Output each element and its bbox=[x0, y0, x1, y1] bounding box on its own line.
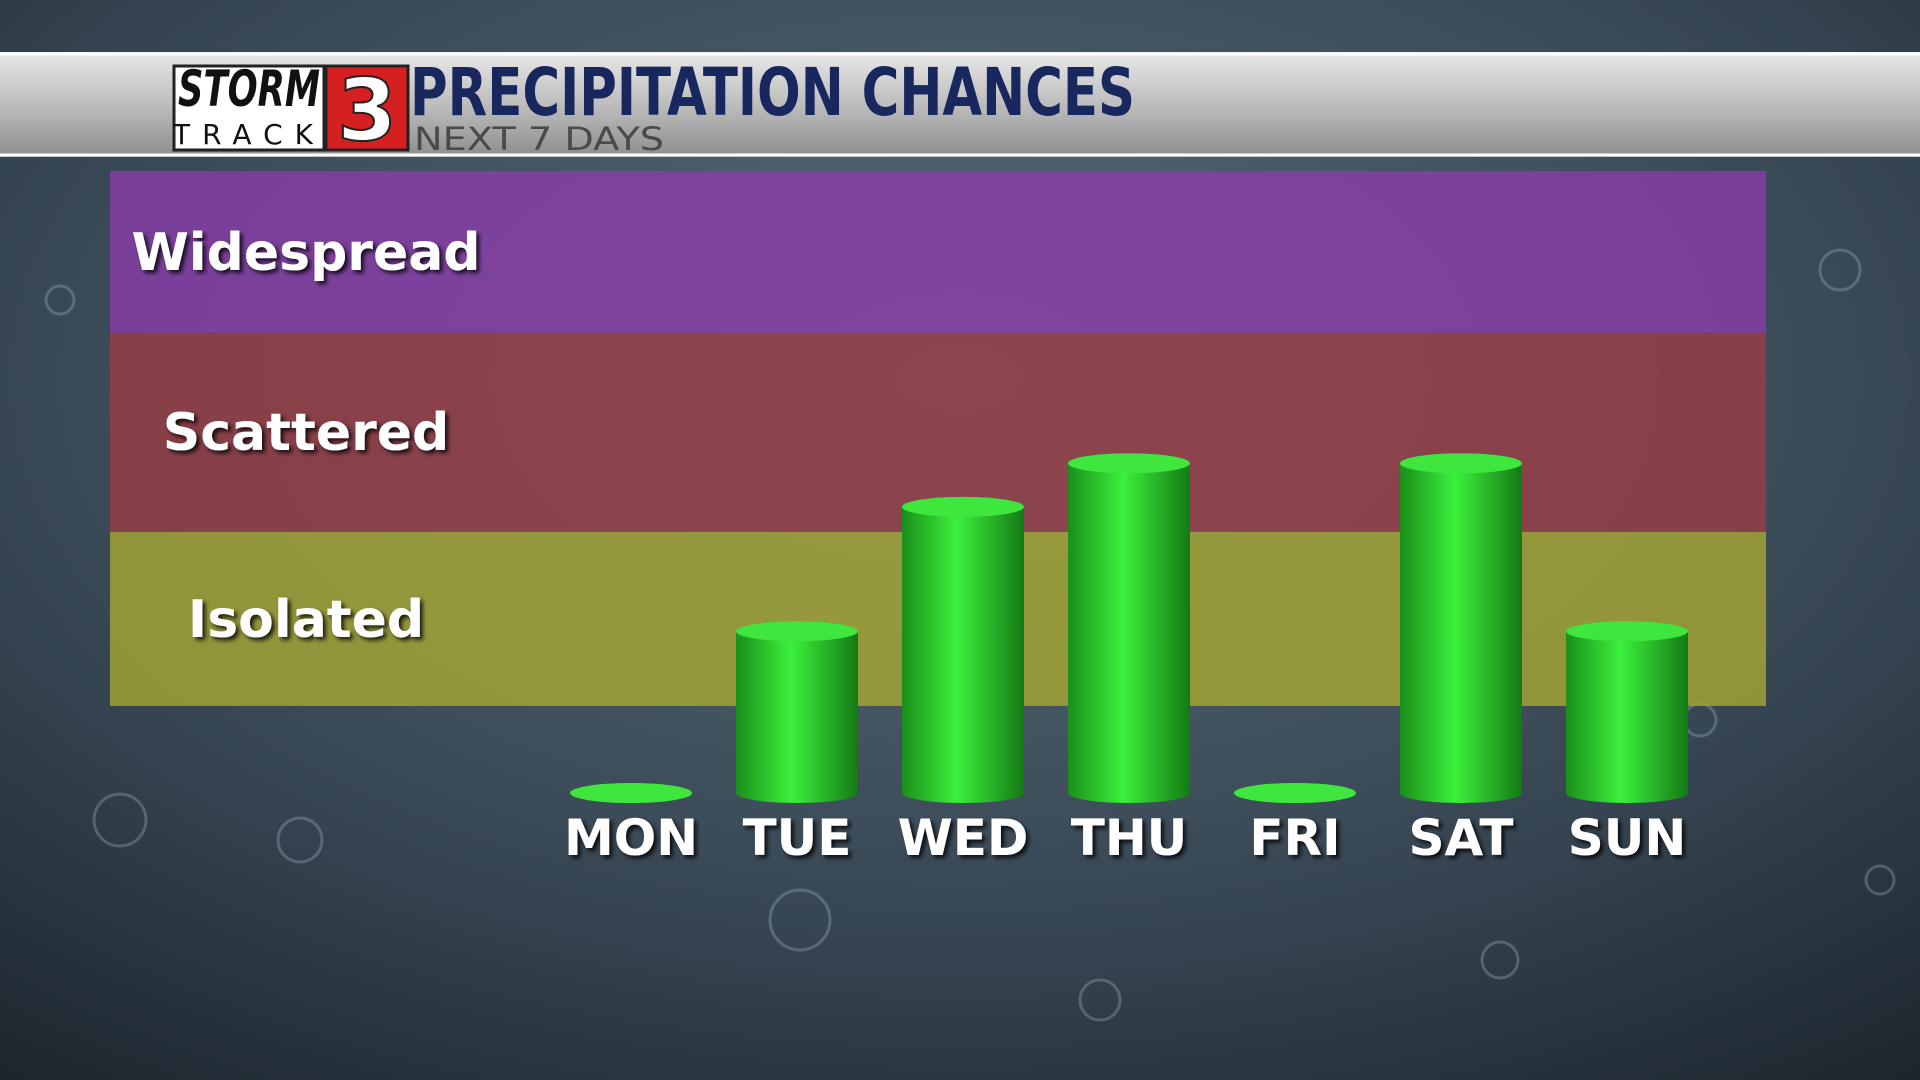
logo-track: TRACK bbox=[172, 118, 325, 151]
bar-cap bbox=[736, 621, 858, 642]
bar bbox=[902, 496, 1024, 803]
bar bbox=[1400, 453, 1522, 803]
x-tick-label: FRI bbox=[1249, 809, 1340, 867]
bar-cap bbox=[570, 783, 692, 803]
bar-cap bbox=[1068, 453, 1190, 474]
x-tick-label: SAT bbox=[1409, 809, 1514, 867]
band-label: Isolated bbox=[188, 590, 424, 650]
raindrops bbox=[44, 248, 1896, 1022]
bar-cap bbox=[902, 496, 1024, 517]
x-tick-label: TUE bbox=[743, 809, 852, 867]
bar bbox=[1068, 453, 1190, 803]
logo-number: 3 bbox=[337, 61, 397, 161]
x-tick-label: WED bbox=[898, 809, 1029, 867]
band-label: Widespread bbox=[131, 223, 480, 283]
bar-cap bbox=[1400, 453, 1522, 474]
bar-cap bbox=[1234, 783, 1356, 803]
band-label: Scattered bbox=[163, 403, 449, 463]
logo-number-box bbox=[324, 64, 410, 152]
bars bbox=[570, 453, 1688, 803]
band bbox=[110, 171, 1766, 333]
x-tick-label: MON bbox=[564, 809, 698, 867]
bar-cap bbox=[1566, 621, 1688, 642]
x-tick-label: THU bbox=[1071, 809, 1188, 867]
logo-box bbox=[172, 64, 326, 152]
x-tick-label: SUN bbox=[1568, 809, 1686, 867]
bar bbox=[1566, 621, 1688, 803]
bar bbox=[736, 621, 858, 803]
chart-title: PRECIPITATION CHANCES bbox=[410, 54, 1135, 131]
chart-subtitle: NEXT 7 DAYS bbox=[414, 120, 664, 158]
logo-storm: STORM bbox=[178, 60, 320, 118]
logo: STORM TRACK 3 bbox=[172, 60, 410, 162]
